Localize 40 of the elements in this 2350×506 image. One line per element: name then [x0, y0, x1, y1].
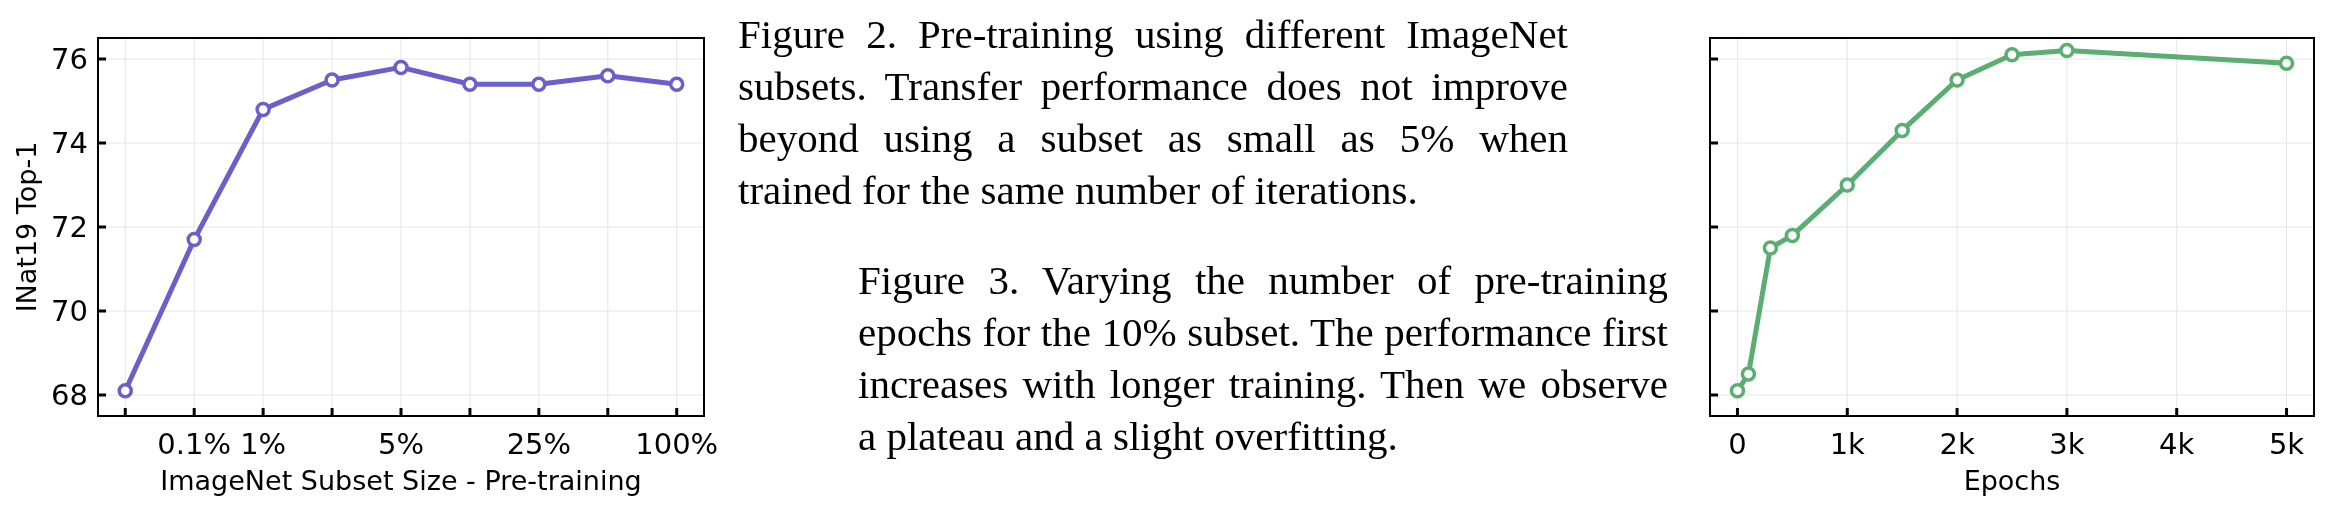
point	[1784, 227, 1801, 244]
point	[186, 231, 202, 248]
point	[531, 76, 547, 92]
point	[1894, 122, 1910, 139]
x-tick-label: 0	[1728, 427, 1747, 461]
point	[1729, 383, 1746, 399]
point	[255, 101, 271, 118]
x-tick-label: 1%	[240, 427, 287, 461]
x-tick-label: 4k	[2159, 427, 2195, 461]
x-axis-title: ImageNet Subset Size - Pre-training	[160, 465, 642, 496]
point	[668, 76, 685, 92]
point	[2278, 55, 2295, 71]
y-tick-label: 76	[51, 42, 88, 76]
point	[324, 72, 340, 88]
x-tick-label: 5%	[377, 427, 425, 461]
point	[117, 383, 134, 399]
x-axis-title: Epochs	[1963, 465, 2061, 496]
point	[462, 76, 478, 92]
y-tick-label: 70	[51, 294, 88, 328]
y-tick-label: 68	[51, 378, 88, 412]
point	[1949, 72, 1965, 88]
point	[393, 59, 409, 76]
point	[2059, 42, 2075, 59]
x-tick-label: 5k	[2268, 427, 2305, 461]
x-tick-label: 100%	[635, 427, 719, 461]
caption: Figure 3. Varying the number of pre-training epochs for the 10% subset. The performance first increases with longer training. Then we observe a plateau and a slight overfitting.	[858, 256, 1668, 461]
x-tick-label: 2k	[1939, 427, 1975, 461]
caption: Figure 2. Pre-training using different ImageNet subsets. Transfer performance does not improve beyond using a subset as small as 5% when trained for the same number of iterations.	[738, 10, 1568, 215]
y-axis-title: INat19 Top-1	[11, 141, 42, 313]
point	[2004, 47, 2020, 63]
x-tick-label: 3k	[2049, 427, 2085, 461]
point	[1740, 366, 1757, 382]
point	[1839, 177, 1856, 193]
x-tick-label: 0.1%	[157, 427, 232, 461]
y-tick-label: 74	[51, 126, 88, 160]
x-tick-label: 1k	[1829, 427, 1866, 461]
x-tick-label: 25%	[506, 427, 572, 461]
y-tick-label: 72	[51, 210, 88, 244]
point	[600, 68, 616, 84]
point	[1762, 240, 1779, 256]
